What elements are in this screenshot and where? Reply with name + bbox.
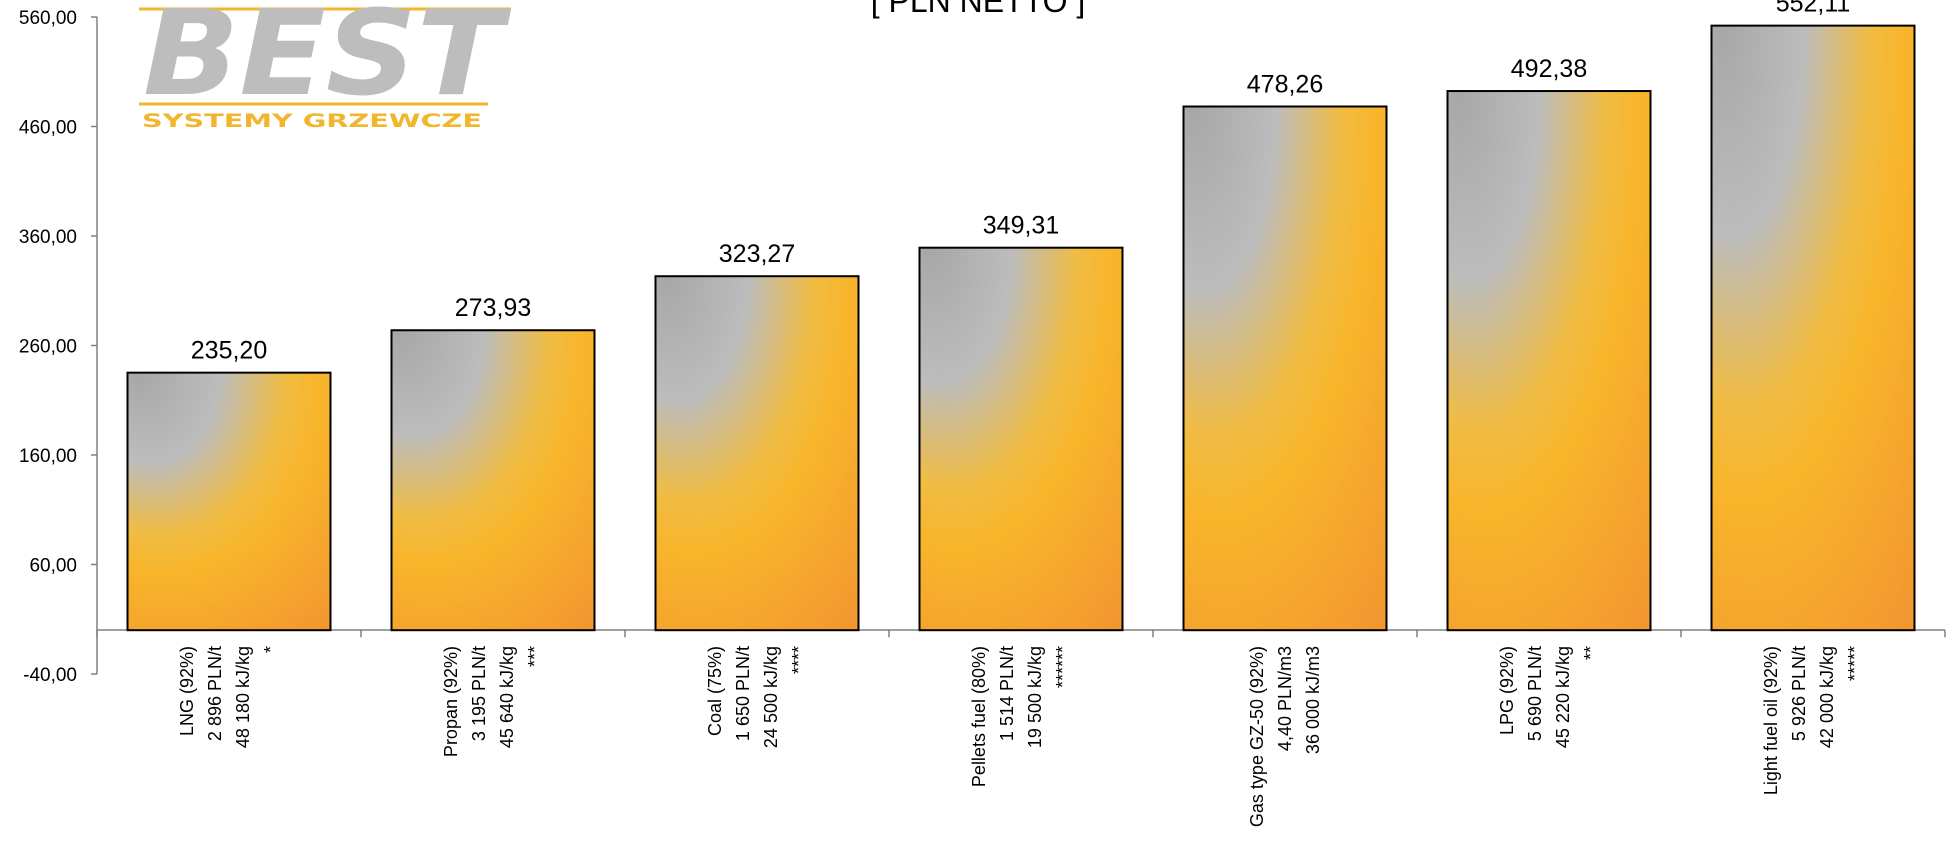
x-category-line: ***: [525, 646, 545, 667]
data-label: 349,31: [983, 212, 1059, 240]
x-category-line: 5 690 PLN/t: [1525, 646, 1545, 741]
x-category-line: 2 896 PLN/t: [205, 646, 225, 741]
bar: [654, 275, 860, 632]
x-category-line: 5 926 PLN/t: [1789, 646, 1809, 741]
x-category-line: 4,40 PLN/m3: [1275, 646, 1295, 751]
data-label: 478,26: [1247, 71, 1323, 99]
x-category-line: Coal (75%): [705, 646, 725, 736]
bar: [1182, 105, 1388, 632]
data-label: 235,20: [191, 337, 267, 365]
x-axis-labels: LNG (92%) 2 896 PLN/t 48 180 kJ/kg * Propan …: [96, 630, 1946, 827]
x-category-line: 3 195 PLN/t: [469, 646, 489, 741]
data-label: 323,27: [719, 240, 795, 268]
y-tick-label: 460,00: [19, 118, 77, 139]
data-label: 492,38: [1511, 55, 1587, 83]
y-tick-label: 260,00: [19, 337, 77, 358]
x-category-line: 1 650 PLN/t: [733, 646, 753, 741]
x-category-label: Gas type GZ-50 (92%) 4,40 PLN/m3 36 000 kJ…: [1247, 646, 1323, 827]
x-category-line: 45 220 kJ/kg: [1553, 646, 1573, 748]
x-category-line: ****: [789, 646, 809, 674]
x-category-line: 45 640 kJ/kg: [497, 646, 517, 748]
chart-title: [ PLN NETTO ]: [871, 0, 1086, 19]
best-logo: BEST SYSTEMY GRZEWCZE: [139, 0, 512, 132]
x-category-line: 42 000 kJ/kg: [1817, 646, 1837, 748]
x-category-label: LPG (92%) 5 690 PLN/t 45 220 kJ/kg **: [1497, 646, 1601, 748]
logo-word: BEST: [143, 0, 512, 122]
bar: [918, 246, 1124, 632]
data-label: 552,11: [1776, 0, 1851, 18]
x-category-line: Propan (92%): [441, 646, 461, 757]
x-category-line: LNG (92%): [177, 646, 197, 736]
x-category-line: ******: [1053, 646, 1073, 688]
x-category-line: *****: [1845, 646, 1865, 681]
bar: [1446, 90, 1652, 632]
bar: [390, 329, 596, 632]
x-category-line: 24 500 kJ/kg: [761, 646, 781, 748]
y-tick-label: 360,00: [19, 227, 77, 248]
x-category-line: *: [261, 646, 281, 653]
x-category-label: Light fuel oil (92%) 5 926 PLN/t 42 000 kJ…: [1761, 646, 1865, 795]
x-category-line: Gas type GZ-50 (92%): [1247, 646, 1267, 827]
x-category-line: Pellets fuel (80%): [969, 646, 989, 787]
x-category-label: LNG (92%) 2 896 PLN/t 48 180 kJ/kg *: [177, 646, 281, 748]
y-tick-label: -40,00: [23, 665, 77, 686]
bar: [126, 371, 332, 632]
y-tick-label: 560,00: [19, 8, 77, 29]
x-category-line: **: [1581, 646, 1601, 660]
bar: [1710, 24, 1916, 632]
x-category-line: Light fuel oil (92%): [1761, 646, 1781, 795]
chart-title-mark: *: [1103, 0, 1115, 11]
y-axis-ticks: -40,00 60,00 160,00 260,00 360,00 460,00 560,0…: [19, 8, 97, 686]
x-category-label: Pellets fuel (80%) 1 514 PLN/t 19 500 kJ/k…: [969, 646, 1073, 787]
bars: 235,20 273,93 323,27 349,31 478,26 492,38 552,…: [126, 0, 1916, 632]
x-category-line: 1 514 PLN/t: [997, 646, 1017, 741]
x-category-line: 19 500 kJ/kg: [1025, 646, 1045, 748]
x-category-label: Coal (75%) 1 650 PLN/t 24 500 kJ/kg ****: [705, 646, 809, 748]
logo-subtitle: SYSTEMY GRZEWCZE: [142, 110, 482, 132]
data-label: 273,93: [455, 294, 531, 322]
y-tick-label: 60,00: [29, 556, 77, 577]
x-category-line: 36 000 kJ/m3: [1303, 646, 1323, 754]
x-category-label: Propan (92%) 3 195 PLN/t 45 640 kJ/kg ***: [441, 646, 545, 757]
x-category-line: LPG (92%): [1497, 646, 1517, 735]
x-category-line: 48 180 kJ/kg: [233, 646, 253, 748]
y-tick-label: 160,00: [19, 446, 77, 467]
